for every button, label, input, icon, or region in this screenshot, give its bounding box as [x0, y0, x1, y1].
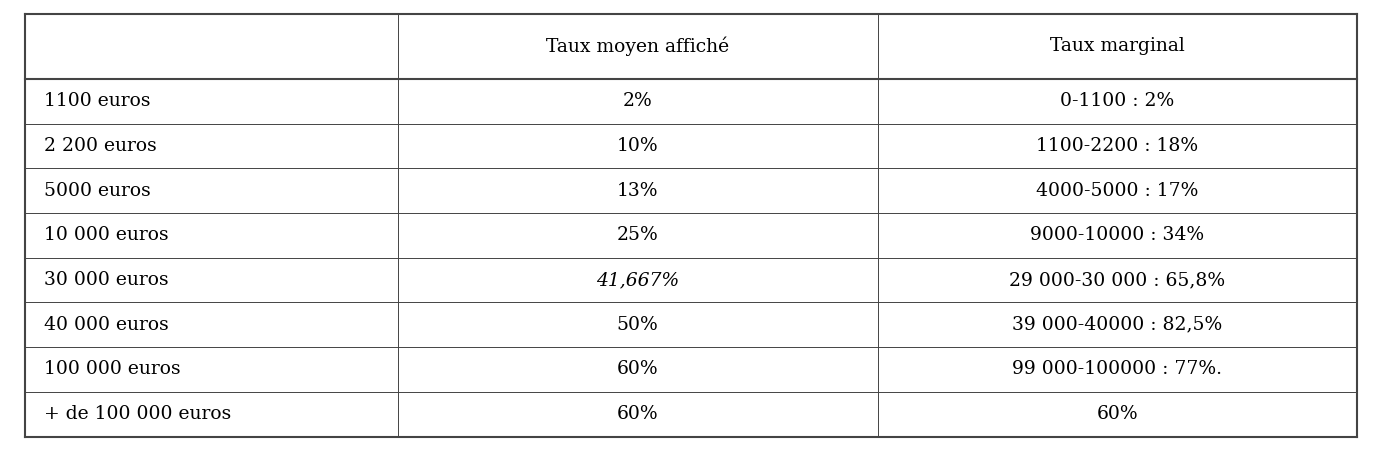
Text: 60%: 60% [1096, 405, 1139, 423]
Text: 10%: 10% [616, 137, 658, 155]
Text: 10 000 euros: 10 000 euros [44, 226, 169, 244]
Text: 41,667%: 41,667% [596, 271, 680, 289]
Text: 1100 euros: 1100 euros [44, 92, 151, 110]
Text: 2 200 euros: 2 200 euros [44, 137, 158, 155]
Text: 25%: 25% [616, 226, 659, 244]
Text: 9000-10000 : 34%: 9000-10000 : 34% [1030, 226, 1204, 244]
Text: 60%: 60% [616, 360, 658, 378]
Text: 2%: 2% [623, 92, 652, 110]
Text: 5000 euros: 5000 euros [44, 182, 151, 200]
Text: 0-1100 : 2%: 0-1100 : 2% [1060, 92, 1175, 110]
Text: 40 000 euros: 40 000 euros [44, 316, 169, 334]
Text: 60%: 60% [616, 405, 658, 423]
Text: Taux moyen affiché: Taux moyen affiché [546, 36, 730, 56]
Text: 29 000-30 000 : 65,8%: 29 000-30 000 : 65,8% [1009, 271, 1226, 289]
Text: + de 100 000 euros: + de 100 000 euros [44, 405, 231, 423]
Text: 1100-2200 : 18%: 1100-2200 : 18% [1036, 137, 1198, 155]
Text: 13%: 13% [616, 182, 658, 200]
Text: 30 000 euros: 30 000 euros [44, 271, 169, 289]
Text: 100 000 euros: 100 000 euros [44, 360, 181, 378]
Text: 99 000-100000 : 77%.: 99 000-100000 : 77%. [1013, 360, 1222, 378]
Text: 39 000-40000 : 82,5%: 39 000-40000 : 82,5% [1012, 316, 1223, 334]
Text: Taux marginal: Taux marginal [1050, 37, 1184, 55]
Text: 4000-5000 : 17%: 4000-5000 : 17% [1036, 182, 1198, 200]
Text: 50%: 50% [616, 316, 659, 334]
